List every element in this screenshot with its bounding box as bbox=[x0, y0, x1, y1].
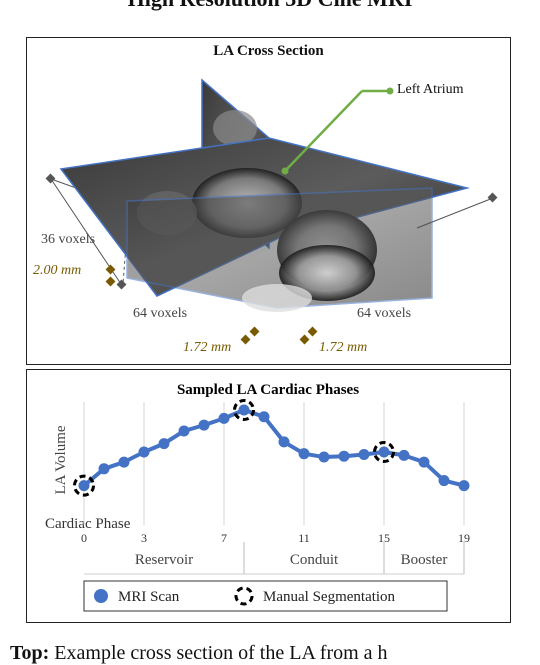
caption-text: Example cross section of the LA from a h bbox=[54, 642, 388, 664]
chart-title: Sampled LA Cardiac Phases bbox=[177, 382, 359, 398]
mri-scan-series bbox=[78, 404, 470, 492]
y-axis-label: LA Volume bbox=[53, 425, 69, 494]
data-point bbox=[378, 446, 390, 458]
chart-grid bbox=[83, 402, 465, 525]
phase-bands: Reservoir Conduit Booster bbox=[84, 542, 465, 575]
data-point bbox=[138, 446, 150, 458]
legend-mri-scan-marker bbox=[94, 589, 108, 603]
data-point bbox=[98, 463, 110, 475]
height-voxels-label: 64 voxels bbox=[357, 306, 412, 321]
legend-segmentation-marker bbox=[234, 586, 254, 606]
legend-segmentation-label: Manual Segmentation bbox=[263, 589, 396, 605]
left-atrium-label: Left Atrium bbox=[397, 82, 464, 97]
chart-legend: MRI Scan Manual Segmentation bbox=[83, 580, 448, 612]
data-point bbox=[278, 436, 290, 448]
data-point bbox=[118, 456, 130, 468]
data-point bbox=[318, 451, 330, 463]
width-mm-label: 1.72 mm bbox=[183, 340, 232, 355]
cross-section-title: LA Cross Section bbox=[213, 43, 324, 59]
cross-section-panel: LA Cross Section bbox=[26, 37, 511, 365]
cardiac-phase-chart: Sampled LA Cardiac Phases LA Volume Card… bbox=[45, 382, 470, 612]
legend-box bbox=[83, 580, 448, 612]
x-tick-label: 7 bbox=[221, 531, 227, 545]
phase-label-reservoir: Reservoir bbox=[135, 552, 193, 568]
x-tick-label: 0 bbox=[81, 531, 87, 545]
mri-volume-rendering bbox=[45, 78, 498, 345]
phase-label-booster: Booster bbox=[401, 552, 448, 568]
x-tick-label: 3 bbox=[141, 531, 147, 545]
depth-voxels-label: 36 voxels bbox=[41, 232, 96, 247]
data-point bbox=[338, 450, 350, 462]
x-tick-label: 19 bbox=[458, 531, 470, 545]
segmentation-marker bbox=[373, 441, 395, 463]
data-point bbox=[298, 448, 310, 460]
data-point bbox=[258, 411, 270, 423]
data-point bbox=[218, 412, 230, 424]
caption-lead: Top: bbox=[10, 642, 50, 664]
data-point bbox=[158, 438, 170, 450]
manual-segmentation-markers bbox=[73, 399, 395, 497]
data-point bbox=[418, 456, 430, 468]
data-point bbox=[458, 480, 470, 492]
height-mm-label: 1.72 mm bbox=[319, 340, 368, 355]
segmentation-marker bbox=[233, 399, 255, 421]
data-point bbox=[438, 475, 450, 487]
x-tick-labels: 0 3 7 11 15 19 bbox=[81, 531, 470, 545]
x-tick-label: 15 bbox=[378, 531, 390, 545]
cardiac-phase-panel: Sampled LA Cardiac Phases LA Volume Card… bbox=[26, 369, 511, 623]
data-point bbox=[358, 449, 370, 461]
x-axis-label: Cardiac Phase bbox=[45, 516, 131, 532]
figure-title: High Resolution 3D Cine MRI bbox=[0, 0, 540, 12]
segmentation-marker bbox=[73, 474, 95, 497]
x-tick-label: 11 bbox=[298, 531, 310, 545]
data-point bbox=[78, 480, 90, 492]
data-point bbox=[238, 404, 250, 416]
width-voxels-label: 64 voxels bbox=[133, 306, 188, 321]
data-point bbox=[198, 419, 210, 431]
data-point bbox=[178, 425, 190, 437]
data-point bbox=[398, 449, 410, 461]
figure-caption: Top: Example cross section of the LA fro… bbox=[10, 642, 388, 665]
legend-mri-scan-label: MRI Scan bbox=[118, 589, 180, 605]
left-atrium-callout bbox=[281, 87, 394, 175]
phase-label-conduit: Conduit bbox=[290, 552, 339, 568]
depth-mm-label: 2.00 mm bbox=[33, 263, 82, 278]
